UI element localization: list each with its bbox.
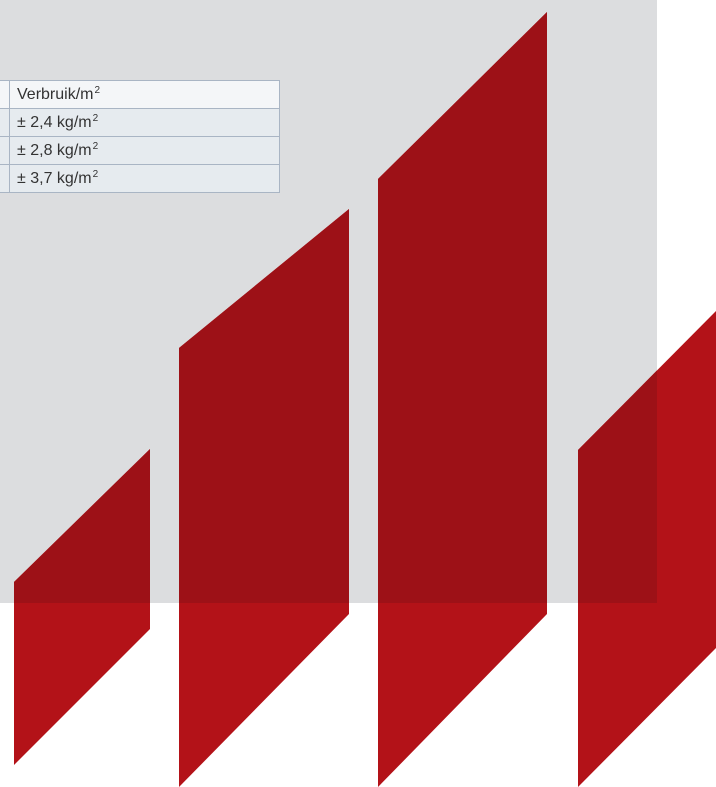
row-value: ± 2,4 kg/m bbox=[17, 113, 92, 131]
table-row: ± 2,4 kg/m2 bbox=[0, 108, 280, 137]
bar-4-dark bbox=[578, 370, 657, 603]
table-row: ± 3,7 kg/m2 bbox=[0, 164, 280, 193]
row-value: ± 2,8 kg/m bbox=[17, 141, 92, 159]
row-exponent: 2 bbox=[92, 112, 99, 124]
header-label: Verbruik/m bbox=[17, 85, 94, 103]
table-header-row: Verbruik/m2 bbox=[0, 80, 280, 109]
bar-2-dark bbox=[179, 209, 349, 603]
header-exponent: 2 bbox=[94, 84, 101, 96]
dark-red-bars bbox=[14, 12, 657, 603]
bar-1-dark bbox=[14, 449, 150, 603]
bar-3-dark bbox=[378, 12, 547, 603]
table-cell-stub bbox=[0, 80, 10, 109]
table-cell-value: ± 2,8 kg/m2 bbox=[9, 136, 280, 165]
table-cell-stub bbox=[0, 164, 10, 193]
table-cell-stub bbox=[0, 136, 10, 165]
table-cell-value: ± 3,7 kg/m2 bbox=[9, 164, 280, 193]
consumption-table: Verbruik/m2 ± 2,4 kg/m2 ± 2,8 kg/m2 ± 3,… bbox=[0, 80, 280, 193]
table-cell-value: ± 2,4 kg/m2 bbox=[9, 108, 280, 137]
table-row: ± 2,8 kg/m2 bbox=[0, 136, 280, 165]
table-cell-stub bbox=[0, 108, 10, 137]
row-exponent: 2 bbox=[92, 140, 99, 152]
table-header-cell: Verbruik/m2 bbox=[9, 80, 280, 109]
row-exponent: 2 bbox=[92, 168, 99, 180]
row-value: ± 3,7 kg/m bbox=[17, 169, 92, 187]
